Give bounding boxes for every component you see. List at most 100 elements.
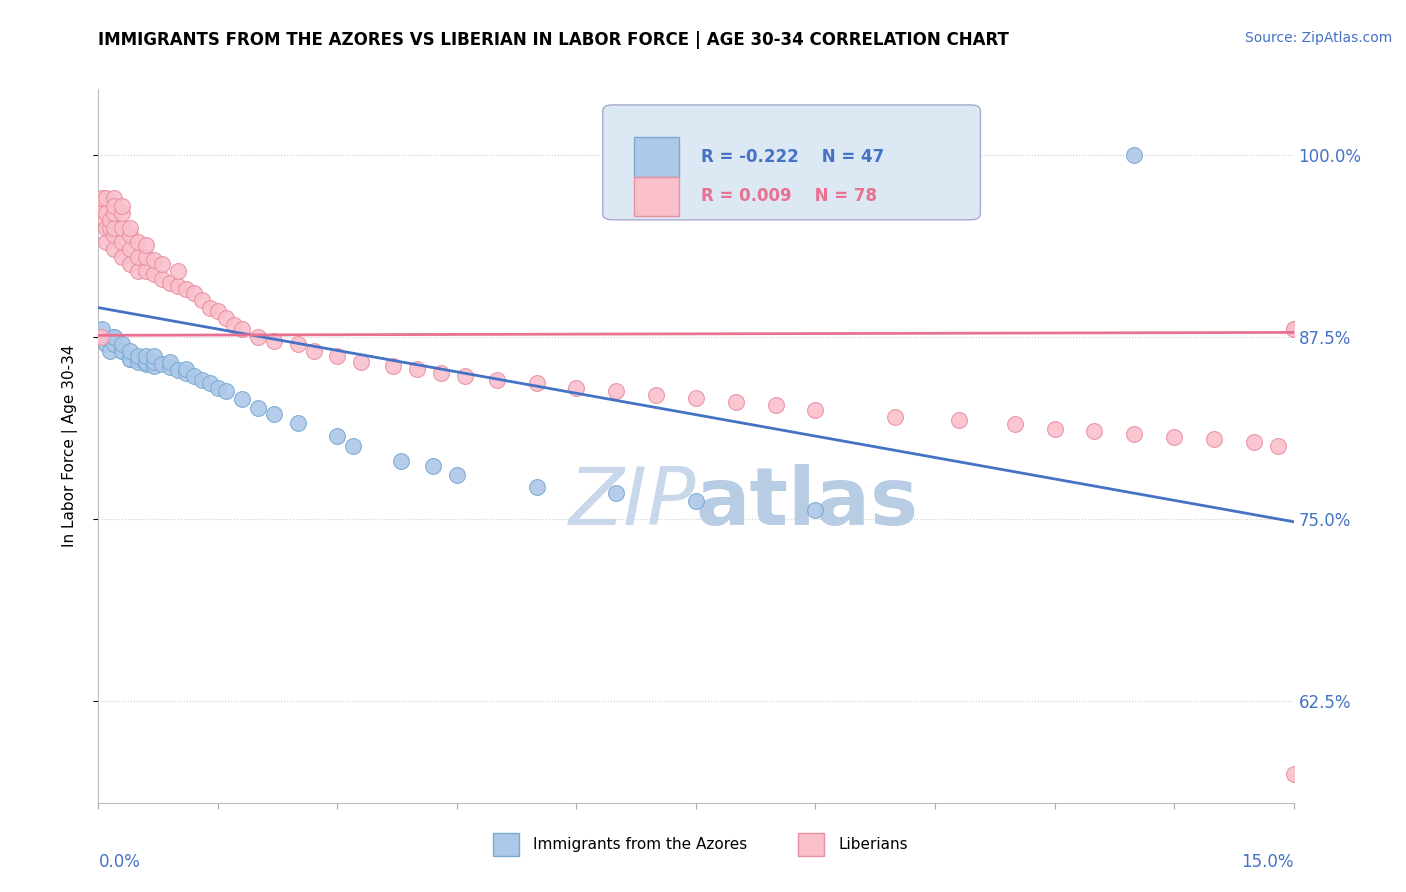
- Point: [111, 344, 134, 359]
- Point: [96, 191, 118, 205]
- Point: [1282, 322, 1305, 336]
- Point: [135, 264, 157, 278]
- Point: [111, 344, 134, 359]
- Point: [100, 344, 122, 359]
- Point: [948, 413, 970, 427]
- Y-axis label: In Labor Force | Age 30-34: In Labor Force | Age 30-34: [62, 344, 77, 548]
- FancyBboxPatch shape: [603, 105, 980, 219]
- Point: [143, 267, 166, 281]
- Point: [1083, 425, 1105, 439]
- Text: ZIP: ZIP: [568, 464, 696, 542]
- Point: [389, 453, 412, 467]
- Point: [454, 369, 477, 384]
- Point: [215, 384, 238, 398]
- Point: [1123, 147, 1146, 161]
- Point: [207, 381, 229, 395]
- Point: [103, 227, 125, 242]
- Point: [804, 503, 827, 517]
- Point: [103, 243, 125, 257]
- Point: [111, 220, 134, 235]
- Point: [159, 354, 181, 368]
- Point: [103, 199, 125, 213]
- Point: [191, 293, 214, 308]
- Point: [246, 401, 269, 416]
- Point: [103, 330, 125, 344]
- Point: [127, 354, 149, 368]
- Point: [422, 459, 444, 474]
- Point: [100, 220, 122, 235]
- Point: [94, 213, 117, 227]
- Point: [183, 286, 205, 301]
- Point: [150, 358, 173, 372]
- Point: [342, 439, 364, 453]
- Point: [382, 359, 405, 373]
- Point: [804, 402, 827, 417]
- Point: [263, 407, 285, 421]
- Point: [526, 480, 548, 494]
- Point: [120, 227, 142, 242]
- Point: [111, 235, 134, 249]
- Point: [91, 191, 114, 205]
- Bar: [634, 177, 679, 216]
- Point: [111, 250, 134, 264]
- Point: [222, 318, 245, 332]
- Point: [167, 363, 190, 377]
- Point: [135, 358, 157, 372]
- Point: [198, 301, 221, 315]
- Point: [183, 369, 205, 384]
- Point: [135, 238, 157, 252]
- Point: [96, 220, 118, 235]
- Point: [127, 349, 149, 363]
- Text: atlas: atlas: [696, 464, 920, 542]
- Text: 0.0%: 0.0%: [98, 853, 141, 871]
- Point: [287, 337, 309, 351]
- Point: [1123, 427, 1146, 442]
- Point: [724, 395, 747, 409]
- Point: [231, 392, 253, 407]
- Point: [645, 388, 668, 402]
- Point: [100, 213, 122, 227]
- Point: [96, 337, 118, 351]
- Point: [127, 250, 149, 264]
- Point: [103, 337, 125, 351]
- Point: [326, 349, 349, 363]
- Point: [111, 199, 134, 213]
- Point: [143, 354, 166, 368]
- Point: [605, 384, 627, 398]
- Point: [150, 271, 173, 285]
- Point: [103, 220, 125, 235]
- Point: [406, 361, 429, 376]
- Point: [231, 322, 253, 336]
- Point: [111, 337, 134, 351]
- Point: [120, 344, 142, 359]
- Point: [765, 398, 787, 412]
- Point: [526, 376, 548, 391]
- Point: [685, 391, 707, 405]
- Point: [159, 360, 181, 375]
- Point: [167, 264, 190, 278]
- Bar: [797, 833, 824, 856]
- Point: [143, 359, 166, 373]
- Point: [246, 330, 269, 344]
- Point: [1202, 432, 1225, 446]
- Point: [91, 206, 114, 220]
- Point: [150, 257, 173, 271]
- Point: [120, 243, 142, 257]
- Point: [1163, 430, 1185, 444]
- Point: [127, 351, 149, 366]
- Text: R = 0.009    N = 78: R = 0.009 N = 78: [700, 187, 877, 205]
- Bar: [634, 137, 679, 177]
- Point: [103, 206, 125, 220]
- Point: [103, 330, 125, 344]
- Text: R = -0.222    N = 47: R = -0.222 N = 47: [700, 148, 884, 166]
- Point: [120, 257, 142, 271]
- Point: [96, 337, 118, 351]
- Point: [287, 416, 309, 430]
- Point: [90, 330, 112, 344]
- Point: [135, 354, 157, 368]
- Point: [263, 334, 285, 348]
- Point: [120, 351, 142, 366]
- Point: [302, 344, 325, 359]
- Bar: [494, 833, 519, 856]
- Point: [96, 235, 118, 249]
